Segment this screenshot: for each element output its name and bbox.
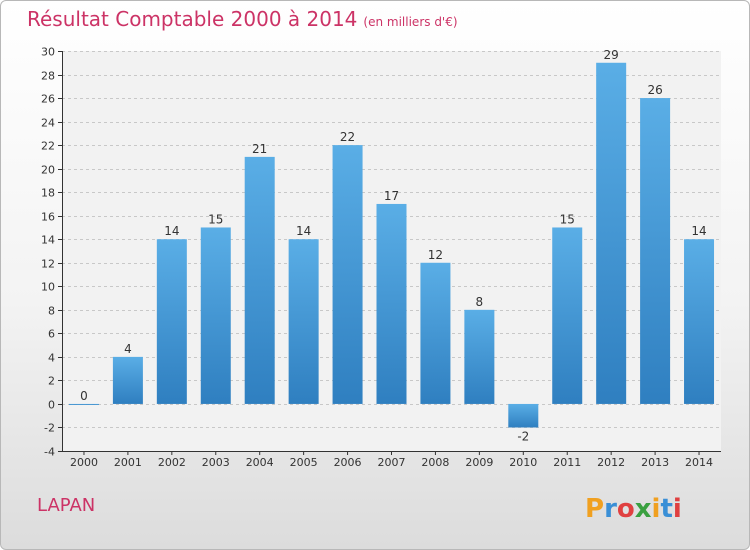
data-label-2009: 8 bbox=[476, 295, 484, 309]
chart-subtitle: (en milliers d'€) bbox=[363, 15, 458, 29]
data-label-2008: 12 bbox=[428, 248, 443, 262]
x-tick-label-2009: 2009 bbox=[465, 456, 493, 469]
bars-layer bbox=[68, 62, 715, 428]
labels-layer: -4-2024681012141618202224262830020004200… bbox=[41, 46, 713, 470]
data-label-2005: 14 bbox=[296, 224, 311, 238]
x-tick-label-2004: 2004 bbox=[246, 456, 274, 469]
x-tick-label-2010: 2010 bbox=[509, 456, 537, 469]
bar-2009 bbox=[464, 309, 495, 404]
x-tick-label-2013: 2013 bbox=[641, 456, 669, 469]
bar-2005 bbox=[288, 239, 319, 404]
x-tick-label-2012: 2012 bbox=[597, 456, 625, 469]
y-tick-label: 14 bbox=[41, 234, 55, 247]
x-tick-label-2008: 2008 bbox=[421, 456, 449, 469]
bar-2003 bbox=[200, 227, 231, 404]
data-label-2013: 26 bbox=[647, 83, 662, 97]
bar-2007 bbox=[376, 203, 407, 404]
x-tick-label-2007: 2007 bbox=[378, 456, 406, 469]
data-label-2014: 14 bbox=[691, 224, 706, 238]
y-tick-label: 10 bbox=[41, 281, 55, 294]
y-tick-label: -2 bbox=[44, 422, 55, 435]
bar-2002 bbox=[156, 239, 187, 404]
data-label-2000: 0 bbox=[80, 389, 88, 403]
y-tick-label: 4 bbox=[48, 352, 55, 365]
data-label-2012: 29 bbox=[604, 48, 619, 62]
proxiti-logo: Proxiti bbox=[585, 494, 682, 524]
y-tick-label: 26 bbox=[41, 93, 55, 106]
bar-2010 bbox=[508, 403, 539, 428]
bar-2012 bbox=[596, 62, 627, 404]
bar-2013 bbox=[640, 98, 671, 404]
bar-2008 bbox=[420, 262, 451, 404]
bar-2000 bbox=[68, 403, 99, 405]
y-tick-label: 12 bbox=[41, 258, 55, 271]
data-label-2001: 4 bbox=[124, 342, 132, 356]
y-tick-label: 22 bbox=[41, 140, 55, 153]
data-label-2004: 21 bbox=[252, 142, 267, 156]
data-label-2002: 14 bbox=[164, 224, 179, 238]
y-tick-label: 2 bbox=[48, 375, 55, 388]
y-tick-label: 28 bbox=[41, 70, 55, 83]
axes-layer bbox=[58, 51, 721, 455]
bar-2004 bbox=[244, 156, 275, 404]
data-label-2006: 22 bbox=[340, 130, 355, 144]
y-tick-label: 30 bbox=[41, 46, 55, 59]
svg-text:Proxiti: Proxiti bbox=[585, 494, 682, 524]
y-tick-label: -4 bbox=[44, 446, 55, 459]
x-tick-label-2000: 2000 bbox=[70, 456, 98, 469]
x-tick-label-2002: 2002 bbox=[158, 456, 186, 469]
data-label-2010: -2 bbox=[517, 429, 529, 443]
chart-title-text: Résultat Comptable 2000 à 2014 bbox=[27, 7, 358, 31]
x-tick-label-2003: 2003 bbox=[202, 456, 230, 469]
data-label-2003: 15 bbox=[208, 212, 223, 226]
commune-name: LAPAN bbox=[37, 495, 96, 516]
chart-title: Résultat Comptable 2000 à 2014 (en millie… bbox=[27, 7, 458, 31]
data-label-2007: 17 bbox=[384, 189, 399, 203]
bar-2011 bbox=[552, 227, 583, 404]
x-tick-label-2001: 2001 bbox=[114, 456, 142, 469]
bar-2001 bbox=[112, 356, 143, 404]
y-tick-label: 0 bbox=[48, 399, 55, 412]
x-tick-label-2014: 2014 bbox=[685, 456, 713, 469]
y-tick-label: 16 bbox=[41, 211, 55, 224]
y-tick-label: 20 bbox=[41, 164, 55, 177]
y-tick-label: 6 bbox=[48, 328, 55, 341]
bar-2014 bbox=[684, 239, 715, 404]
x-tick-label-2005: 2005 bbox=[290, 456, 318, 469]
x-tick-label-2011: 2011 bbox=[553, 456, 581, 469]
data-label-2011: 15 bbox=[560, 212, 575, 226]
y-tick-label: 18 bbox=[41, 187, 55, 200]
y-tick-label: 8 bbox=[48, 305, 55, 318]
bar-2006 bbox=[332, 145, 363, 404]
y-tick-label: 24 bbox=[41, 117, 55, 130]
x-tick-label-2006: 2006 bbox=[334, 456, 362, 469]
